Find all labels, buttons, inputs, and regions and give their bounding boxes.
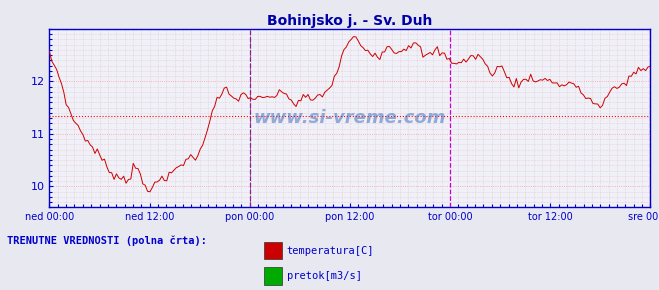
Title: Bohinjsko j. - Sv. Duh: Bohinjsko j. - Sv. Duh (268, 14, 432, 28)
Text: pretok[m3/s]: pretok[m3/s] (287, 271, 362, 281)
Bar (264, 267, 282, 285)
Text: temperatura[C]: temperatura[C] (287, 246, 374, 256)
Text: TRENUTNE VREDNOSTI (polna črta):: TRENUTNE VREDNOSTI (polna črta): (7, 235, 206, 246)
Bar (264, 242, 282, 259)
Text: www.si-vreme.com: www.si-vreme.com (254, 109, 446, 127)
